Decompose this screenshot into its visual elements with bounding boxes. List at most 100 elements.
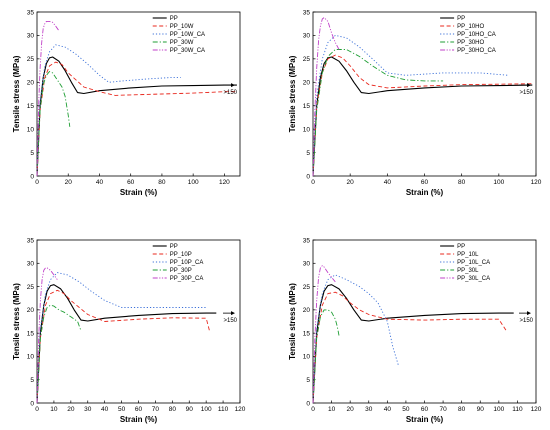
chart-panel-1: 0 20 40 60 80 100 120 0 5 10 15 20 25 30 35 Strain (%) T…	[12, 9, 241, 197]
chart-panel-2: 0 20 40 60 80 100 120 0 5 10 15 20 25 30 35 Strain (%) T…	[288, 9, 542, 197]
chart-panel-3: 0 10 20 30 40 50 60 70 80 90 100 110 120 0 5 10 15 20 25 30…	[12, 237, 246, 424]
x-tick-label: 40	[101, 406, 109, 413]
series-line-pp-30ho-ca	[312, 17, 340, 177]
series-line-pp-30w-ca	[36, 20, 60, 177]
x-tick-label: 20	[67, 406, 75, 413]
legend-entry-pp-10p: PP_10P	[170, 252, 192, 258]
legend-entry-pp-10w-ca: PP_10W_CA	[170, 32, 205, 38]
y-tick-label: 25	[303, 56, 311, 63]
x-tick-label: 10	[328, 406, 336, 413]
x-tick-label: 100	[493, 406, 504, 413]
x-tick-label: 60	[421, 179, 429, 186]
plot-frame	[36, 11, 241, 177]
plot-frame	[312, 239, 537, 404]
y-tick-label: 15	[303, 330, 311, 337]
x-axis-title: Strain (%)	[120, 415, 158, 424]
series-line-pp-10ho	[312, 54, 533, 177]
y-axis-title: Tensile stress (MPa)	[12, 283, 21, 360]
series-line-pp	[36, 284, 217, 404]
y-tick-label: 25	[27, 284, 35, 291]
y-tick-label: 10	[303, 354, 311, 361]
y-axis-title: Tensile stress (MPa)	[288, 283, 297, 360]
legend-entry-pp-10w: PP_10W	[170, 24, 194, 30]
legend-entry-pp: PP	[170, 244, 178, 250]
y-tick-label: 35	[303, 9, 311, 16]
annotation-label: >150	[223, 318, 237, 324]
legend-entry-pp-30w-ca: PP_30W_CA	[170, 48, 205, 54]
legend-entry-pp-10l: PP_10L	[457, 252, 479, 258]
y-tick-label: 30	[27, 33, 35, 40]
series-line-pp-10l	[312, 291, 507, 404]
x-tick-label: 90	[477, 406, 485, 413]
arrow-head	[527, 83, 531, 88]
x-tick-label: 0	[35, 406, 39, 413]
annotation-label: >150	[519, 90, 533, 96]
annotation-label: >150	[223, 90, 237, 96]
x-tick-label: 30	[84, 406, 92, 413]
y-tick-label: 0	[30, 173, 34, 180]
legend-entry-pp-30ho: PP_30HO	[457, 40, 484, 46]
x-tick-label: 120	[235, 406, 246, 413]
arrow-head	[231, 311, 235, 316]
x-tick-label: 80	[158, 179, 166, 186]
x-tick-label: 10	[50, 406, 58, 413]
y-tick-label: 5	[306, 377, 310, 384]
legend-entry-pp-10p-ca: PP_10P_CA	[170, 260, 204, 266]
y-tick-label: 0	[306, 173, 310, 180]
chart-panel-4: 0 10 20 30 40 50 60 70 80 90 100 110 120 0 5 10 15 20 25 30…	[288, 237, 542, 424]
y-tick-label: 0	[30, 400, 34, 407]
series-line-pp-10p-ca	[36, 272, 207, 404]
series-line-pp-30w	[36, 71, 71, 177]
legend-entry-pp-30p: PP_30P	[170, 268, 192, 274]
x-axis-title: Strain (%)	[406, 188, 444, 197]
legend-entry-pp: PP	[457, 244, 465, 250]
y-tick-label: 20	[303, 307, 311, 314]
x-axis-title: Strain (%)	[120, 188, 158, 197]
arrow-head	[231, 83, 235, 88]
series-line-pp-10ho-ca	[312, 34, 509, 177]
y-tick-label: 35	[303, 237, 311, 244]
series-line-pp-30p	[36, 304, 82, 404]
x-tick-label: 30	[365, 406, 373, 413]
y-tick-label: 30	[27, 261, 35, 268]
x-tick-label: 80	[458, 179, 466, 186]
series-line-pp-10l-ca	[312, 274, 399, 404]
x-tick-label: 60	[127, 179, 135, 186]
x-tick-label: 0	[311, 179, 315, 186]
legend-entry-pp-30l: PP_30L	[457, 268, 479, 274]
x-tick-label: 60	[135, 406, 143, 413]
legend-entry-pp-30w: PP_30W	[170, 40, 194, 46]
x-tick-label: 40	[384, 406, 392, 413]
series-line-pp-30ho	[312, 49, 444, 177]
x-tick-label: 110	[512, 406, 523, 413]
y-tick-label: 15	[27, 330, 35, 337]
y-tick-label: 10	[27, 354, 35, 361]
x-tick-label: 80	[458, 406, 466, 413]
x-tick-label: 120	[531, 406, 542, 413]
legend-entry-pp-30p-ca: PP_30P_CA	[170, 276, 204, 282]
series-line-pp-30p-ca	[36, 267, 58, 404]
y-axis-title: Tensile stress (MPa)	[12, 55, 21, 132]
x-tick-label: 20	[347, 179, 355, 186]
series-line-pp-30l	[312, 309, 340, 404]
series-line-pp	[312, 284, 514, 404]
x-tick-label: 50	[118, 406, 126, 413]
y-tick-label: 25	[27, 56, 35, 63]
x-tick-label: 50	[402, 406, 410, 413]
series-line-pp-10w	[36, 61, 237, 177]
legend-entry-pp-30l-ca: PP_30L_CA	[457, 276, 490, 282]
y-tick-label: 20	[27, 80, 35, 87]
series-line-pp	[36, 56, 237, 177]
x-tick-label: 20	[347, 406, 355, 413]
y-tick-label: 20	[27, 307, 35, 314]
y-tick-label: 25	[303, 284, 311, 291]
y-tick-label: 35	[27, 9, 35, 16]
y-tick-label: 15	[27, 103, 35, 110]
x-tick-label: 90	[186, 406, 194, 413]
plot-frame	[312, 11, 537, 177]
legend-entry-pp-10ho-ca: PP_10HO_CA	[457, 32, 496, 38]
x-tick-label: 100	[188, 179, 199, 186]
y-tick-label: 20	[303, 80, 311, 87]
legend-entry-pp-30ho-ca: PP_30HO_CA	[457, 48, 496, 54]
x-tick-label: 0	[35, 179, 39, 186]
